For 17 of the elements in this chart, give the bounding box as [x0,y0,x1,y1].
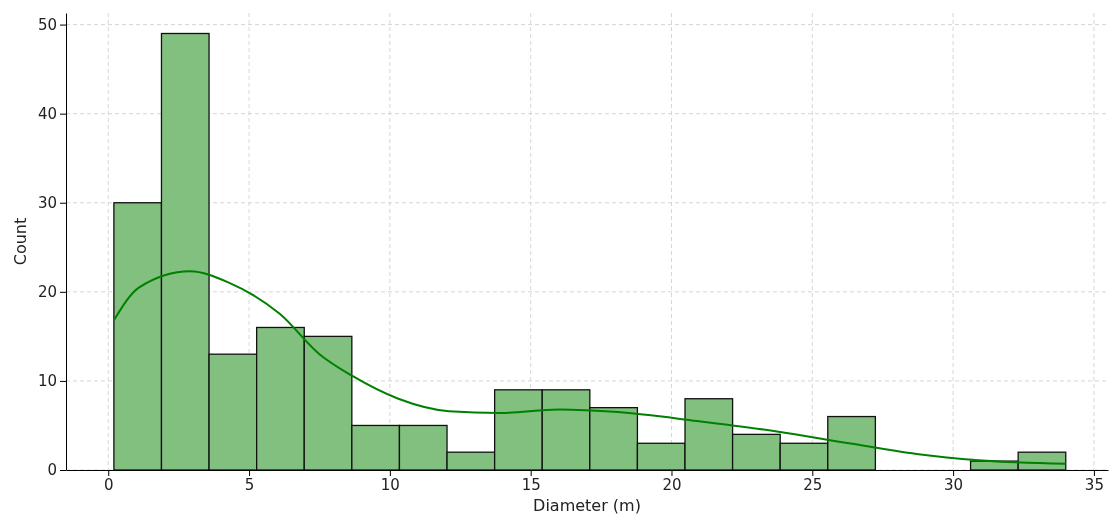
y-axis-title: Count [11,217,30,266]
y-tick-label: 0 [47,461,57,480]
x-tick-label: 15 [521,475,541,494]
y-tick-label: 30 [37,194,57,213]
y-tick-label: 40 [37,104,57,123]
x-tick-label: 5 [244,475,255,494]
x-tick-label: 35 [1084,475,1104,494]
x-tick-label: 0 [103,475,114,494]
y-tick-label: 10 [37,372,57,391]
x-axis-title: Diameter (m) [533,496,641,515]
line-series [112,270,1067,465]
x-tick-label: 30 [944,475,964,494]
x-tick-label: 25 [803,475,823,494]
y-tick-label: 50 [37,15,57,34]
y-tick-label: 20 [37,283,57,302]
x-tick-label: 20 [662,475,682,494]
x-tick-label: 10 [380,475,400,494]
